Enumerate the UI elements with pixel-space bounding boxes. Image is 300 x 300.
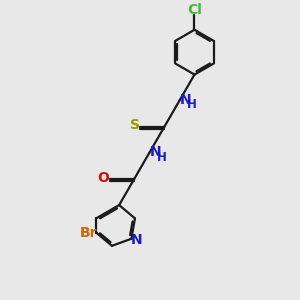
Text: N: N [150, 145, 161, 159]
Text: Cl: Cl [187, 3, 202, 17]
Text: H: H [156, 151, 166, 164]
Text: H: H [187, 98, 196, 112]
Text: O: O [98, 171, 110, 184]
Text: Br: Br [79, 226, 97, 239]
Text: S: S [130, 118, 140, 132]
Text: N: N [180, 93, 192, 107]
Text: N: N [131, 233, 142, 247]
